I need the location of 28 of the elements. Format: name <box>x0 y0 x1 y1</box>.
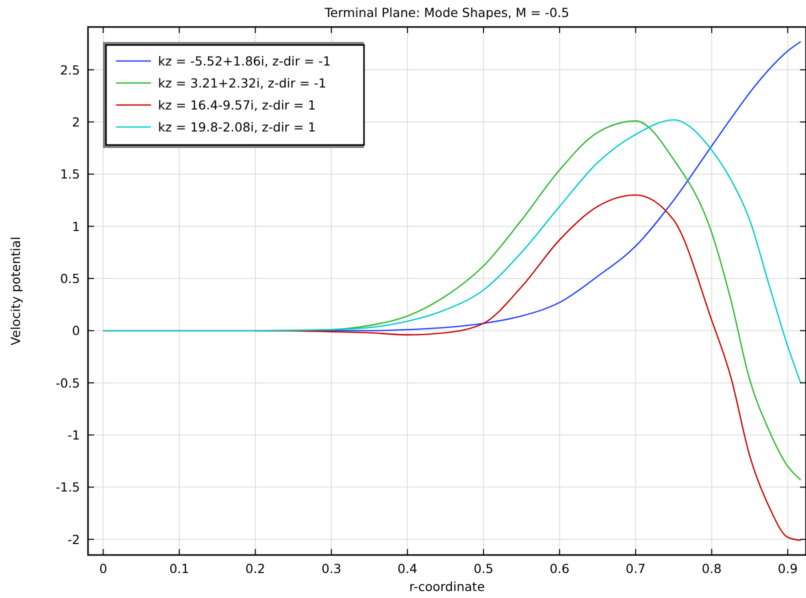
x-tick-label: 0.7 <box>626 561 646 576</box>
legend-label: kz = -5.52+1.86i, z-dir = -1 <box>158 54 331 68</box>
y-tick-label: 2.5 <box>60 62 80 78</box>
x-tick-label: 0.4 <box>398 561 418 576</box>
y-tick-label: 1 <box>72 218 80 234</box>
legend-label: kz = 19.8-2.08i, z-dir = 1 <box>158 120 316 134</box>
y-tick-label: -1 <box>68 428 80 442</box>
x-tick-label: 0 <box>99 561 108 576</box>
x-tick-label: 0.9 <box>778 561 798 576</box>
x-tick-label: 0.6 <box>550 561 570 576</box>
y-tick-label: 0 <box>72 323 80 338</box>
x-axis-title: r-coordinate <box>409 579 486 594</box>
y-tick-label: -1.5 <box>56 480 80 495</box>
y-axis-title: Velocity potential <box>8 236 23 346</box>
y-tick-label: 0.5 <box>60 270 80 286</box>
y-tick-label: 1.5 <box>60 166 80 182</box>
y-tick-label: 2 <box>72 114 80 130</box>
x-tick-label: 0.5 <box>474 561 494 576</box>
legend-label: kz = 16.4-9.57i, z-dir = 1 <box>158 98 316 112</box>
y-tick-label: -2 <box>68 532 80 547</box>
x-tick-label: 0.1 <box>169 561 190 576</box>
chart-title: Terminal Plane: Mode Shapes, M = -0.5 <box>324 5 570 20</box>
x-tick-label: 0.2 <box>245 561 266 576</box>
x-tick-label: 0.8 <box>702 561 722 576</box>
y-tick-label: -0.5 <box>56 375 80 390</box>
legend-label: kz = 3.21+2.32i, z-dir = -1 <box>158 76 326 90</box>
line-series <box>102 119 802 384</box>
x-tick-label: 0.3 <box>321 561 342 576</box>
